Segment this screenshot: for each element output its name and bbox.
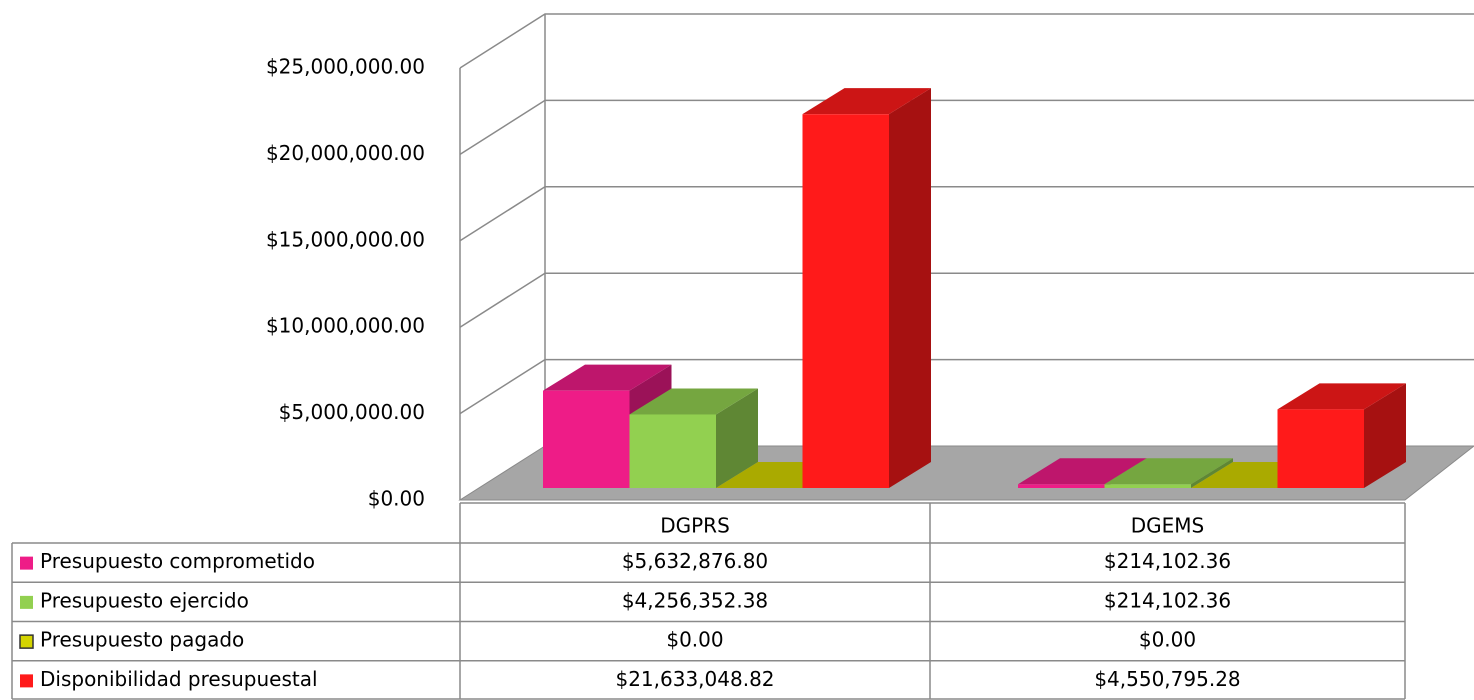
bar: [629, 414, 716, 488]
bar-side: [1191, 458, 1233, 488]
bar-side: [1364, 383, 1406, 488]
y-tick-label: $0.00: [368, 487, 425, 511]
grid-line: [459, 13, 1474, 69]
grid-line: [459, 272, 1474, 328]
table-value: $214,102.36: [1104, 549, 1231, 573]
y-tick-label: $10,000,000.00: [266, 314, 425, 338]
legend-swatch: [19, 634, 34, 649]
column-header: DGPRS: [660, 514, 730, 538]
bar: [1104, 484, 1191, 488]
bar-side: [716, 388, 758, 488]
y-tick-label: $15,000,000.00: [266, 227, 425, 251]
y-tick-label: $25,000,000.00: [266, 55, 425, 79]
y-tick-label: $20,000,000.00: [266, 141, 425, 165]
bar-top: [802, 88, 931, 115]
table-value: $21,633,048.82: [615, 667, 774, 691]
legend-label: Presupuesto ejercido: [40, 588, 249, 612]
table-value: $4,256,352.38: [622, 588, 768, 612]
legend-label: Disponibilidad presupuestal: [40, 667, 318, 691]
bar-top: [1018, 458, 1147, 485]
legend-label: Presupuesto pagado: [40, 628, 244, 652]
legend-swatch: [20, 674, 33, 688]
table-value: $214,102.36: [1104, 588, 1231, 612]
grid-line: [459, 186, 1474, 242]
legend-label: Presupuesto comprometido: [40, 549, 315, 573]
y-tick-label: $5,000,000.00: [279, 400, 425, 424]
legend-swatch: [20, 556, 33, 570]
bar: [1277, 409, 1364, 488]
bar-top: [1277, 383, 1406, 410]
bar-top: [629, 388, 758, 415]
legend-swatch: [20, 595, 33, 609]
table-value: $0.00: [666, 628, 723, 652]
bar-top: [1104, 458, 1233, 485]
column-header: DGEMS: [1131, 514, 1205, 538]
bar: [543, 390, 630, 488]
table-value: $4,550,795.28: [1094, 667, 1240, 691]
bar-top: [543, 364, 672, 391]
grid-line: [459, 358, 1474, 415]
bar-side: [889, 88, 931, 489]
bar: [1018, 484, 1105, 488]
bar: [802, 114, 889, 489]
grid-line: [459, 99, 1474, 156]
table-value: $0.00: [1139, 628, 1196, 652]
table-value: $5,632,876.80: [622, 549, 768, 573]
